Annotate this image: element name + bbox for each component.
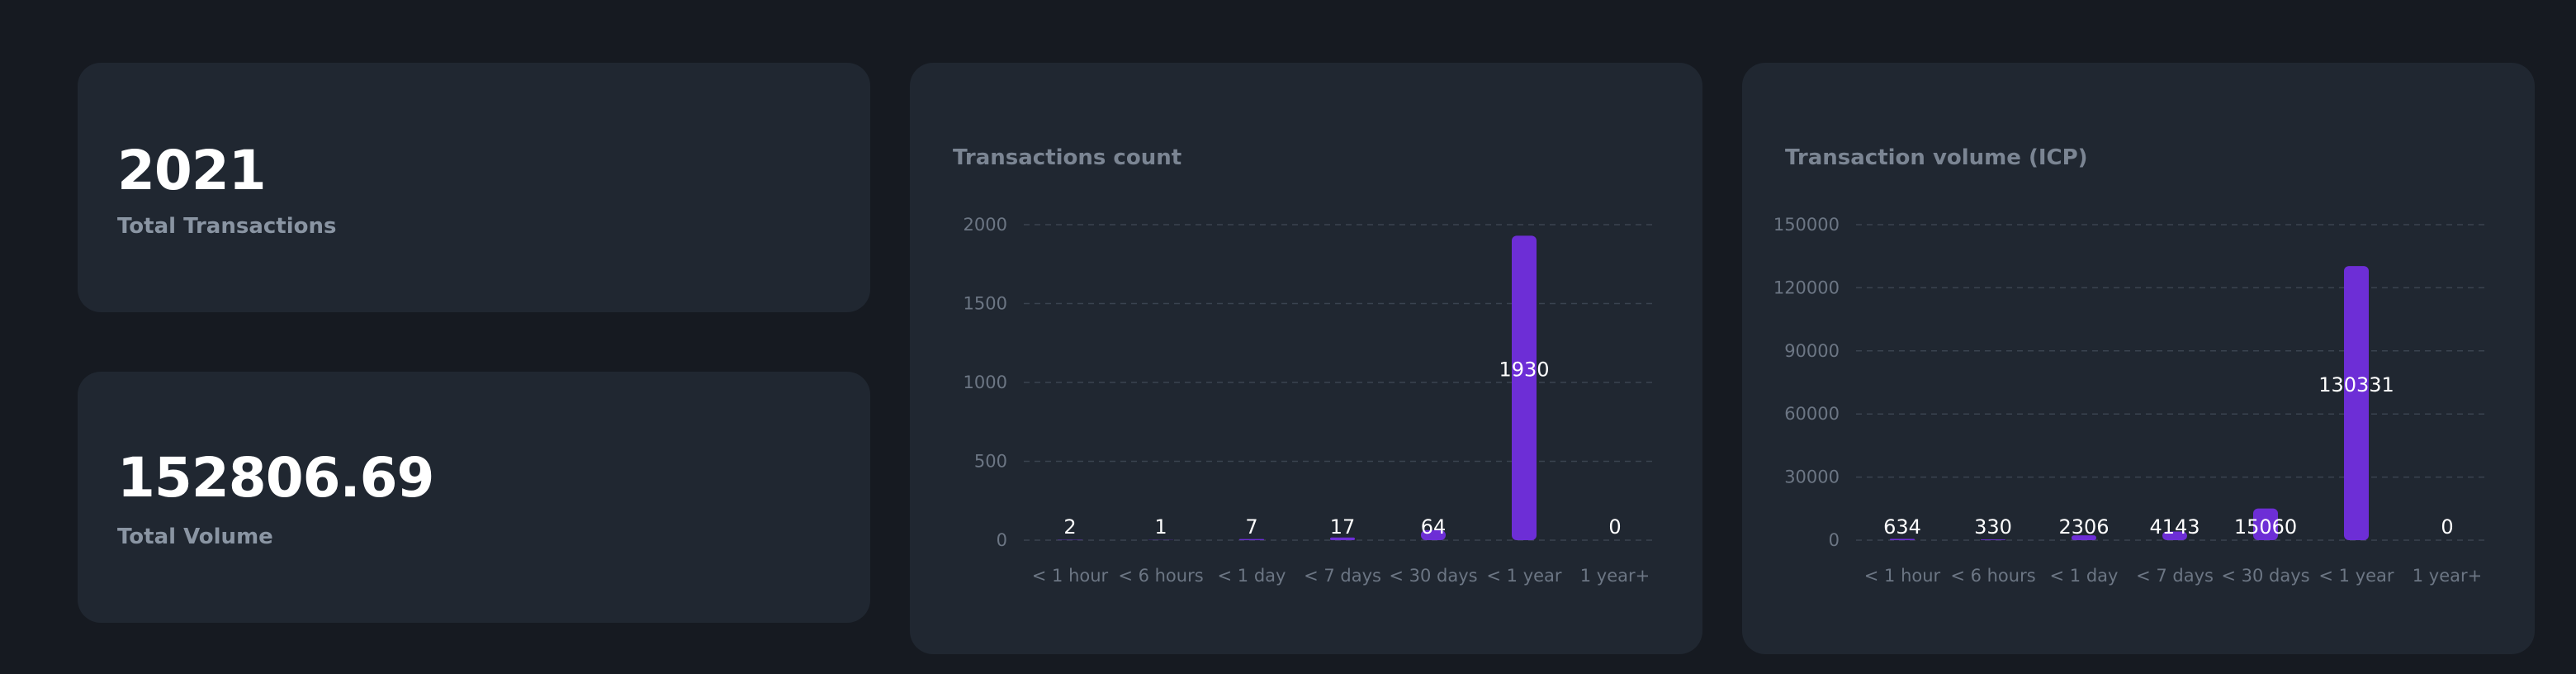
tx-volume-bar xyxy=(2344,266,2369,540)
tx-count-y-tick-label: 1500 xyxy=(964,294,1007,314)
tx-volume-bar xyxy=(1981,539,2005,540)
tx-count-x-tick-label: < 6 hours xyxy=(1118,566,1203,586)
total-transactions-value: 2021 xyxy=(117,139,267,202)
tx-count-bar xyxy=(1512,235,1537,540)
tx-volume-data-label: 634 xyxy=(1883,515,1921,539)
tx-volume-y-tick-label: 60000 xyxy=(1784,404,1840,424)
tx-volume-x-tick-label: 1 year+ xyxy=(2413,566,2482,586)
tx-volume-data-label: 15060 xyxy=(2234,515,2297,539)
transaction-volume-chart: 0 30000 60000 90000 120000 150000 < 1 hour 634 <… xyxy=(1773,215,2489,586)
tx-count-x-tick-label: 1 year+ xyxy=(1580,566,1650,586)
tx-volume-bar xyxy=(2072,535,2096,540)
tx-count-data-label: 0 xyxy=(1608,515,1621,539)
tx-volume-data-label: 2306 xyxy=(2058,515,2109,539)
tx-volume-data-label: 0 xyxy=(2441,515,2453,539)
transaction-volume-chart-card: Transaction volume (ICP) 0 30000 60000 9000… xyxy=(1742,63,2535,654)
tx-volume-y-tick-label: 90000 xyxy=(1784,341,1840,361)
tx-volume-x-tick-label: < 6 hours xyxy=(1950,566,2035,586)
tx-volume-x-tick-label: < 1 year xyxy=(2318,566,2394,586)
tx-volume-y-tick-label: 150000 xyxy=(1773,215,1840,235)
tx-volume-x-tick-label: < 1 day xyxy=(2050,566,2119,586)
tx-volume-x-tick-label: < 7 days xyxy=(2136,566,2214,586)
tx-volume-y-tick-label: 0 xyxy=(1829,530,1840,550)
tx-count-y-tick-label: 500 xyxy=(974,452,1007,472)
tx-volume-bar xyxy=(1890,539,1915,540)
tx-volume-data-label: 130331 xyxy=(2318,373,2394,396)
tx-count-x-tick-label: < 7 days xyxy=(1304,566,1381,586)
tx-count-x-tick-label: < 30 days xyxy=(1389,566,1477,586)
tx-volume-x-tick-label: < 1 hour xyxy=(1864,566,1941,586)
tx-count-data-label: 7 xyxy=(1245,515,1257,539)
total-transactions-label: Total Transactions xyxy=(117,214,337,239)
total-volume-label: Total Volume xyxy=(117,524,273,549)
tx-volume-x-tick-label: < 30 days xyxy=(2221,566,2309,586)
tx-count-bar xyxy=(1330,537,1355,540)
total-volume-value: 152806.69 xyxy=(117,446,434,510)
tx-volume-bar xyxy=(2162,531,2187,540)
tx-count-bar xyxy=(1421,529,1446,540)
tx-count-x-tick-label: < 1 year xyxy=(1486,566,1562,586)
tx-count-data-label: 2 xyxy=(1063,515,1076,539)
tx-count-data-label: 17 xyxy=(1330,515,1356,539)
tx-count-data-label: 64 xyxy=(1421,515,1447,539)
transaction-volume-chart-title: Transaction volume (ICP) xyxy=(1785,145,2088,170)
transactions-count-chart-title: Transactions count xyxy=(953,145,1182,170)
transactions-count-chart-card: Transactions count 0 500 1000 1500 2000 < 1 h… xyxy=(910,63,1702,654)
tx-count-y-tick-label: 1000 xyxy=(964,373,1007,392)
tx-volume-data-label: 330 xyxy=(1974,515,2012,539)
total-volume-card: 152806.69 Total Volume xyxy=(78,372,870,623)
total-transactions-card: 2021 Total Transactions xyxy=(78,63,870,312)
tx-volume-y-tick-label: 120000 xyxy=(1773,278,1840,297)
tx-count-x-tick-label: < 1 day xyxy=(1218,566,1286,586)
tx-count-y-tick-label: 0 xyxy=(997,530,1007,550)
tx-count-x-tick-label: < 1 hour xyxy=(1032,566,1109,586)
tx-volume-bar xyxy=(2253,508,2278,540)
tx-count-bar xyxy=(1239,539,1264,540)
tx-count-data-label: 1930 xyxy=(1499,358,1549,382)
transactions-count-chart: 0 500 1000 1500 2000 < 1 hour 2 < 6 hours 1 < 1 d… xyxy=(964,215,1657,586)
tx-volume-y-tick-label: 30000 xyxy=(1784,468,1840,487)
tx-count-y-tick-label: 2000 xyxy=(964,215,1007,235)
tx-count-data-label: 1 xyxy=(1154,515,1167,539)
tx-volume-data-label: 4143 xyxy=(2149,515,2200,539)
